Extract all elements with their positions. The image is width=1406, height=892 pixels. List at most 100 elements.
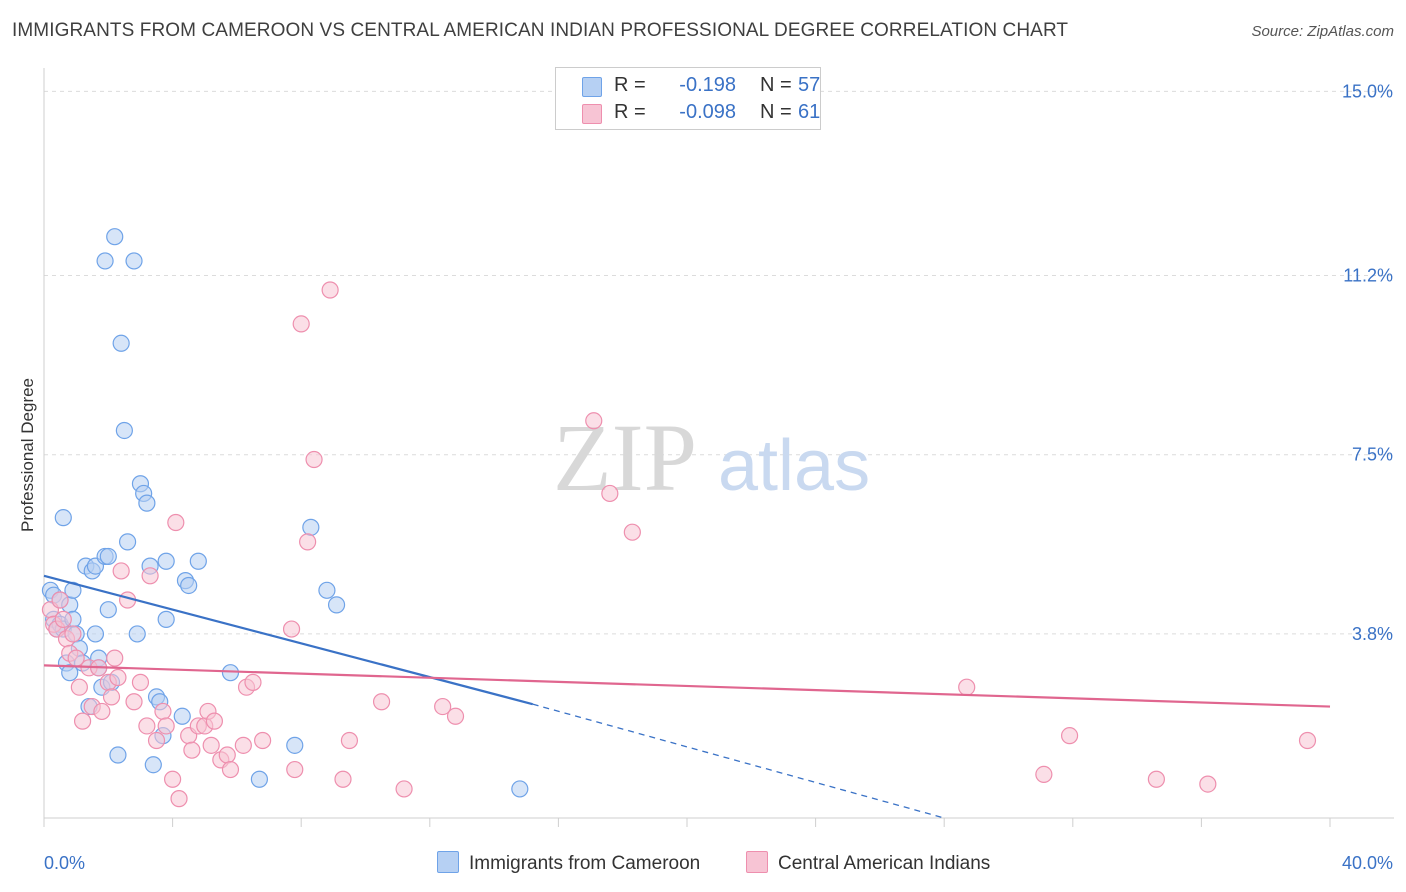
legend-swatch-central-american-indians [582, 104, 602, 124]
cameroon-point [221, 664, 240, 682]
bottom-legend-swatch-cameroon [437, 851, 459, 873]
central-american-indian-point [70, 678, 88, 696]
central-american-indian-point [446, 707, 465, 725]
y-tick-label: 7.5% [1352, 445, 1393, 465]
central-american-indian-point [183, 741, 201, 759]
central-american-indian-point [93, 702, 111, 721]
cameroon-point [180, 576, 198, 595]
cameroon-point [99, 547, 117, 566]
x-tick-labels: 0.0% 40.0% [44, 853, 1393, 873]
central-american-indian-point [286, 760, 304, 779]
stats-legend: R = -0.198 N = 57 R = -0.098 N = 61 [555, 67, 821, 130]
central-american-indian-point [434, 697, 452, 716]
central-american-indian-point [218, 746, 236, 764]
central-american-indian-point [623, 523, 641, 541]
cameroon-point [109, 746, 127, 764]
y-tick-label: 3.8% [1352, 624, 1393, 644]
bottom-legend-label-cameroon: Immigrants from Cameroon [469, 853, 701, 874]
x-tick-label-min: 0.0% [44, 853, 85, 873]
central-american-indian-point [109, 668, 127, 687]
cameroon-point [106, 228, 124, 246]
watermark: ZIP atlas [553, 404, 870, 511]
central-american-indian-point [234, 736, 252, 754]
central-american-indian-point [170, 790, 188, 808]
central-american-indian-point [221, 760, 240, 779]
cameroon-point [511, 780, 529, 798]
legend-n-label: N = [760, 74, 792, 96]
central-american-indian-point [131, 673, 150, 691]
central-american-indian-point [282, 620, 301, 638]
central-american-indian-point [1298, 731, 1317, 750]
central-american-indian-point [305, 450, 323, 469]
cameroon-point [173, 707, 191, 725]
axes [43, 68, 1394, 827]
legend-r-label: R = [614, 74, 646, 96]
cameroon-point [286, 736, 304, 754]
series-cameroon-points [41, 228, 529, 798]
central-american-indian-point [102, 688, 121, 706]
central-american-indian-point [147, 731, 166, 750]
central-american-indian-point [54, 610, 72, 628]
cameroon-point [318, 581, 336, 599]
central-american-indian-point [1199, 775, 1217, 793]
cameroon-point [302, 518, 320, 536]
central-american-indian-point [164, 770, 182, 788]
bottom-legend-label-central-american-indians: Central American Indians [778, 853, 991, 874]
central-american-indian-point [167, 513, 185, 532]
central-american-indian-point [112, 562, 130, 580]
cameroon-point [157, 610, 175, 628]
legend-n-label: N = [760, 101, 792, 123]
central-american-indian-point [73, 712, 92, 730]
central-american-indian-point [958, 678, 976, 696]
cameroon-point [115, 421, 133, 440]
cameroon-trend-line [43, 574, 533, 706]
legend-r-value: -0.098 [679, 101, 736, 123]
gridlines [44, 90, 1394, 635]
central-american-indian-point [125, 693, 143, 711]
central-american-indian-trend-line [43, 664, 1331, 708]
cameroon-trend-line-extension [532, 703, 945, 819]
central-american-indian-point [1035, 765, 1053, 784]
cameroon-point [118, 533, 137, 551]
central-american-indian-point [372, 693, 391, 711]
source-label: Source: ZipAtlas.com [1251, 23, 1394, 40]
chart-title: IMMIGRANTS FROM CAMEROON VS CENTRAL AMER… [12, 20, 1069, 41]
cameroon-point [144, 756, 162, 774]
legend-n-value: 61 [798, 101, 821, 123]
cameroon-point [189, 552, 207, 570]
central-american-indian-point [138, 717, 156, 735]
y-tick-label: 15.0% [1342, 81, 1393, 101]
watermark-zip: ZIP [553, 404, 697, 511]
central-american-indian-point [51, 591, 69, 609]
central-american-indian-point [141, 567, 159, 585]
central-american-indian-point [106, 649, 124, 667]
cameroon-point [125, 252, 143, 270]
bottom-legend-swatch-central-american-indians [746, 851, 768, 873]
trend-lines [43, 574, 1331, 819]
cameroon-point [61, 664, 79, 682]
central-american-indian-point [205, 712, 223, 730]
central-american-indian-point [254, 731, 272, 750]
central-american-indian-point [292, 315, 310, 333]
cameroon-point [327, 596, 346, 614]
bottom-legend-central-american-indians: Central American Indians [746, 851, 990, 875]
cameroon-point [138, 494, 156, 512]
legend-r-label: R = [614, 101, 646, 123]
central-american-indian-point [202, 736, 220, 754]
central-american-indian-point [334, 770, 352, 788]
cameroon-point [250, 770, 269, 788]
legend-n-value: 57 [798, 74, 821, 96]
central-american-indian-point [299, 533, 317, 551]
cameroon-point [99, 601, 117, 619]
watermark-atlas: atlas [718, 426, 870, 506]
central-american-indian-point [64, 625, 82, 643]
x-tick-label-max: 40.0% [1342, 853, 1393, 873]
central-american-indian-point [601, 484, 619, 503]
central-american-indian-point [340, 731, 359, 750]
central-american-indian-point [154, 702, 172, 721]
central-american-indian-point [321, 281, 339, 299]
series-central-american-indian-points [41, 281, 1317, 808]
cameroon-point [96, 252, 114, 270]
central-american-indian-point [244, 673, 262, 691]
